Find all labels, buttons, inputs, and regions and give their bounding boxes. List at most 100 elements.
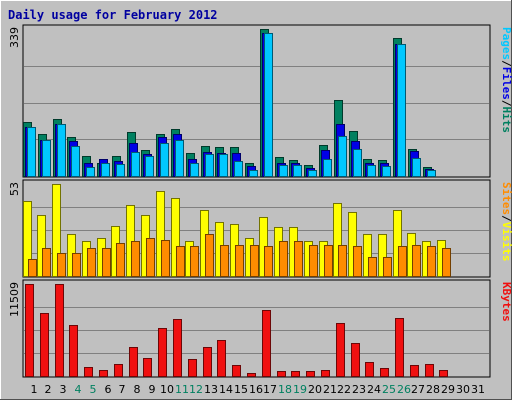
bar-kbytes-day-18 (277, 371, 286, 377)
bar-kbytes-day-1 (25, 284, 34, 377)
bar-kbytes-day-9 (143, 358, 152, 377)
bar-pages-day-7 (116, 164, 125, 177)
bar-visits-day-22 (333, 203, 342, 277)
bar-kbytes-day-24 (365, 362, 374, 377)
bar-kbytes-day-5 (84, 367, 93, 377)
bar-sites-day-2 (42, 248, 51, 277)
x-tick-label-day-8: 8 (134, 383, 141, 396)
x-tick-label-day-20: 20 (308, 383, 322, 396)
x-tick-label-day-7: 7 (119, 383, 126, 396)
x-tick-label-day-30: 30 (456, 383, 470, 396)
x-tick-label-day-1: 1 (31, 383, 38, 396)
bar-kbytes-day-20 (306, 371, 315, 377)
panel-hits-files-pages-side-legend: Pages/Files/Hits (500, 27, 512, 133)
x-tick-label-day-26: 26 (397, 383, 411, 396)
bar-pages-day-10 (160, 143, 169, 177)
bar-pages-day-13 (205, 154, 214, 177)
bar-pages-day-6 (101, 163, 110, 177)
x-tick-label-day-5: 5 (90, 383, 97, 396)
x-tick-label-day-23: 23 (352, 383, 366, 396)
bar-pages-day-21 (323, 159, 332, 177)
panel-visits-sites-bars (23, 184, 451, 277)
bar-kbytes-day-16 (247, 373, 256, 377)
bar-pages-day-2 (42, 140, 51, 177)
x-tick-label-day-22: 22 (337, 383, 351, 396)
bar-sites-day-13 (205, 234, 214, 277)
bar-sites-day-26 (398, 246, 407, 277)
x-tick-label-day-13: 13 (204, 383, 218, 396)
x-tick-label-day-2: 2 (45, 383, 52, 396)
panel-hits-files-pages-legend-item-4: Hits (500, 107, 512, 134)
x-tick-label-day-11: 11 (175, 383, 189, 396)
bar-kbytes-day-10 (158, 328, 167, 377)
bar-kbytes-day-19 (291, 371, 300, 377)
x-axis-labels: 1 2 3 4 5 6 7 8 9 10 11 12 13 14 15 16 17 18 19 20 21 22 23 24 2… (31, 383, 486, 396)
panel-hits-files-pages-legend-item-0: Pages (500, 27, 512, 60)
bar-sites-day-10 (161, 240, 170, 277)
panel-kbytes-legend-item-0: KBytes (500, 282, 512, 322)
panel-hits-files-pages-ymax-label: 339 (8, 27, 21, 48)
bar-kbytes-day-11 (173, 319, 182, 377)
x-tick-label-day-21: 21 (323, 383, 337, 396)
bar-sites-day-23 (353, 246, 362, 277)
panel-visits-sites: 53 Sites/Visits (8, 179, 512, 278)
bar-visits-day-2 (37, 215, 46, 277)
x-tick-label-day-15: 15 (234, 383, 248, 396)
bar-pages-day-24 (367, 165, 376, 177)
panel-visits-sites-ymax-label: 53 (8, 182, 21, 196)
bar-pages-day-25 (382, 166, 391, 177)
panel-kbytes-ymax-label: 11509 (8, 282, 21, 317)
bar-pages-day-17 (264, 33, 273, 177)
x-tick-label-day-3: 3 (60, 383, 67, 396)
bar-sites-day-6 (102, 248, 111, 277)
bar-sites-day-8 (131, 241, 140, 277)
x-tick-label-day-24: 24 (367, 383, 381, 396)
panel-kbytes-plot-area (22, 279, 491, 378)
panel-kbytes-side-legend: KBytes (500, 282, 512, 322)
bar-kbytes-day-22 (336, 323, 345, 377)
panel-hits-files-pages-bars (23, 29, 436, 177)
bar-sites-day-3 (57, 253, 66, 277)
chart-title: Daily usage for February 2012 (8, 8, 218, 22)
bar-kbytes-day-6 (99, 370, 108, 377)
bar-kbytes-day-17 (262, 310, 271, 377)
bar-visits-day-3 (52, 184, 61, 277)
bar-visits-day-25 (378, 234, 387, 277)
x-tick-label-day-18: 18 (278, 383, 292, 396)
bar-kbytes-day-27 (410, 365, 419, 377)
panel-visits-sites-legend-item-2: Visits (500, 222, 512, 262)
bar-pages-day-27 (412, 158, 421, 177)
bar-sites-day-21 (324, 245, 333, 277)
panel-kbytes: 11509 KBytes (8, 279, 512, 378)
bar-kbytes-day-3 (55, 284, 64, 377)
bar-sites-day-11 (176, 246, 185, 277)
x-tick-label-day-19: 19 (293, 383, 307, 396)
bar-sites-day-7 (116, 243, 125, 277)
bar-pages-day-1 (27, 127, 36, 177)
bar-pages-day-11 (175, 140, 184, 177)
bar-pages-day-5 (86, 167, 95, 177)
bar-sites-day-9 (146, 238, 155, 277)
bar-kbytes-day-14 (217, 340, 226, 377)
bar-kbytes-day-21 (321, 370, 330, 377)
bar-sites-day-17 (264, 246, 273, 277)
bar-pages-day-22 (338, 136, 347, 177)
panel-hits-files-pages-legend-item-2: Files (500, 67, 512, 100)
bar-visits-day-11 (171, 198, 180, 277)
bar-sites-day-27 (412, 245, 421, 277)
bar-pages-day-16 (249, 170, 258, 177)
bar-sites-day-25 (383, 257, 392, 277)
bar-kbytes-day-26 (395, 318, 404, 377)
bar-kbytes-day-25 (380, 368, 389, 377)
bar-sites-day-29 (442, 248, 451, 277)
bar-kbytes-day-15 (232, 365, 241, 377)
bar-visits-day-24 (363, 234, 372, 277)
x-tick-label-day-10: 10 (160, 383, 174, 396)
bar-pages-day-9 (145, 156, 154, 177)
x-tick-label-day-14: 14 (219, 383, 233, 396)
bar-sites-day-16 (250, 245, 259, 277)
panel-hits-files-pages-legend-item-3: / (500, 100, 512, 107)
bar-pages-day-28 (427, 170, 436, 177)
